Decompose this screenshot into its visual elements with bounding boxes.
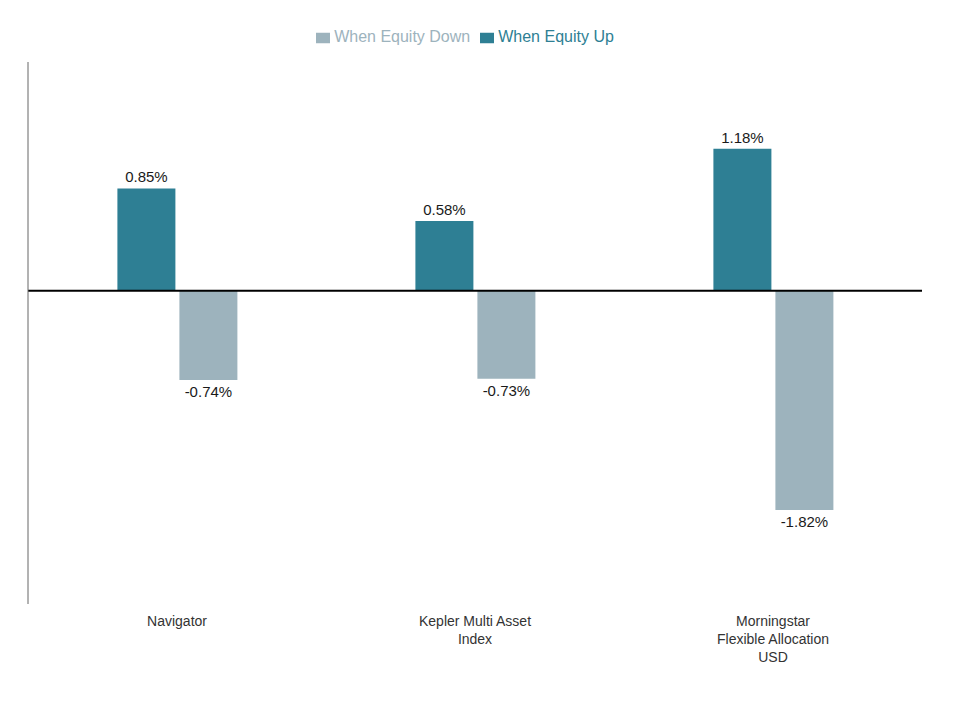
svg-text:Kepler Multi AssetIndex: Kepler Multi AssetIndex — [419, 613, 531, 647]
svg-text:0.85%: 0.85% — [125, 168, 168, 185]
svg-text:-0.73%: -0.73% — [483, 382, 531, 399]
svg-text:Navigator: Navigator — [147, 613, 207, 629]
html-text:When Equity Up: When Equity Up — [498, 28, 614, 45]
svg-text:-1.82%: -1.82% — [781, 513, 829, 530]
svg-text:-0.74%: -0.74% — [185, 383, 233, 400]
svg-text:0.58%: 0.58% — [423, 201, 466, 218]
svg-text:1.18%: 1.18% — [721, 129, 764, 146]
html-text:When Equity Down: When Equity Down — [334, 28, 471, 45]
svg-text:MorningstarFlexible Allocation: MorningstarFlexible AllocationUSD — [717, 613, 829, 665]
